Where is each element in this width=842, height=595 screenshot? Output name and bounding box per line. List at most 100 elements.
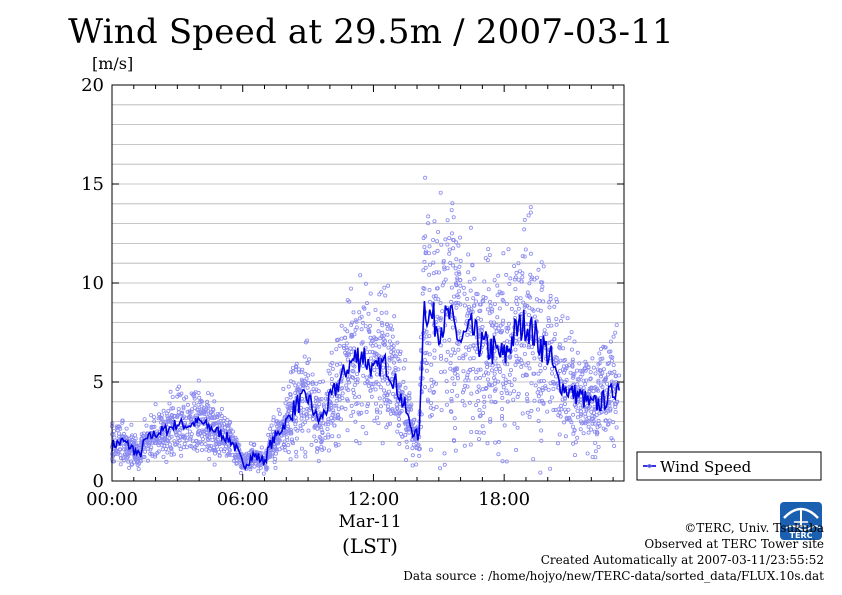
scatter-point — [516, 391, 521, 396]
scatter-point — [288, 379, 293, 384]
scatter-point — [124, 426, 129, 431]
scatter-point — [486, 371, 491, 376]
scatter-point — [163, 446, 168, 451]
scatter-point — [552, 304, 557, 309]
scatter-point — [307, 414, 312, 419]
scatter-point — [330, 434, 335, 439]
scatter-point — [549, 323, 554, 328]
scatter-point — [314, 381, 319, 386]
scatter-point — [299, 377, 304, 382]
scatter-point — [488, 417, 493, 422]
scatter-point — [563, 407, 568, 412]
scatter-point — [196, 378, 201, 383]
scatter-point — [271, 415, 276, 420]
scatter-point — [422, 244, 427, 249]
scatter-point — [357, 310, 362, 315]
scatter-point — [513, 310, 518, 315]
scatter-point — [420, 291, 425, 296]
scatter-point — [501, 385, 506, 390]
scatter-point — [457, 289, 462, 294]
scatter-point — [582, 366, 587, 371]
scatter-point — [177, 443, 182, 448]
scatter-point — [564, 377, 569, 382]
scatter-point — [199, 441, 204, 446]
scatter-point — [461, 387, 466, 392]
scatter-point — [129, 433, 134, 438]
scatter-point — [427, 287, 432, 292]
scatter-point — [333, 414, 338, 419]
scatter-point — [339, 336, 344, 341]
chart-footer: ©TERC, Univ. Tsukuba Observed at TERC To… — [403, 520, 824, 584]
scatter-point — [597, 351, 602, 356]
scatter-point — [126, 459, 131, 464]
scatter-point — [294, 436, 299, 441]
scatter-point — [410, 446, 415, 451]
y-axis-unit-label: [m/s] — [92, 54, 134, 73]
scatter-point — [277, 447, 282, 452]
scatter-point — [124, 447, 129, 452]
scatter-point — [600, 356, 605, 361]
scatter-point — [508, 391, 513, 396]
scatter-point — [296, 387, 301, 392]
scatter-point — [296, 388, 301, 393]
scatter-point — [462, 383, 467, 388]
scatter-point — [203, 442, 208, 447]
scatter-point — [261, 471, 266, 476]
scatter-point — [537, 379, 542, 384]
scatter-point — [127, 451, 132, 456]
scatter-point — [596, 421, 601, 426]
scatter-point — [454, 271, 459, 276]
scatter-point — [293, 415, 298, 420]
scatter-point — [525, 399, 530, 404]
scatter-point — [526, 312, 531, 317]
scatter-point — [185, 402, 190, 407]
scatter-point — [343, 406, 348, 411]
scatter-point — [578, 413, 583, 418]
scatter-point — [332, 403, 337, 408]
scatter-point — [519, 343, 524, 348]
scatter-point — [218, 418, 223, 423]
scatter-point — [319, 427, 324, 432]
scatter-point — [169, 406, 174, 411]
scatter-point — [467, 400, 472, 405]
scatter-point — [431, 237, 436, 242]
scatter-point — [345, 397, 350, 402]
scatter-point — [177, 384, 182, 389]
scatter-point — [336, 434, 341, 439]
scatter-point — [523, 247, 528, 252]
scatter-point — [225, 442, 230, 447]
scatter-point — [559, 403, 564, 408]
scatter-point — [205, 408, 210, 413]
scatter-point — [345, 351, 350, 356]
scatter-point — [306, 380, 311, 385]
scatter-point — [449, 285, 454, 290]
scatter-point — [477, 375, 482, 380]
scatter-point — [477, 302, 482, 307]
scatter-point — [554, 355, 559, 360]
scatter-point — [428, 414, 433, 419]
scatter-point — [476, 398, 481, 403]
scatter-point — [465, 311, 470, 316]
scatter-point — [192, 405, 197, 410]
scatter-point — [327, 371, 332, 376]
observation-site-text: Observed at TERC Tower site — [644, 537, 824, 551]
scatter-point — [606, 361, 611, 366]
scatter-point — [539, 398, 544, 403]
scatter-point — [363, 324, 368, 329]
scatter-point — [514, 354, 519, 359]
scatter-point — [199, 447, 204, 452]
scatter-point — [599, 383, 604, 388]
scatter-point — [522, 254, 527, 259]
scatter-point — [431, 390, 436, 395]
scatter-point — [403, 432, 408, 437]
scatter-point — [189, 409, 194, 414]
scatter-point — [570, 359, 575, 364]
scatter-point — [377, 344, 382, 349]
scatter-point — [208, 413, 213, 418]
scatter-point — [463, 378, 468, 383]
scatter-point — [522, 351, 527, 356]
scatter-point — [373, 343, 378, 348]
scatter-point — [575, 408, 580, 413]
scatter-point — [468, 368, 473, 373]
scatter-point — [512, 389, 517, 394]
